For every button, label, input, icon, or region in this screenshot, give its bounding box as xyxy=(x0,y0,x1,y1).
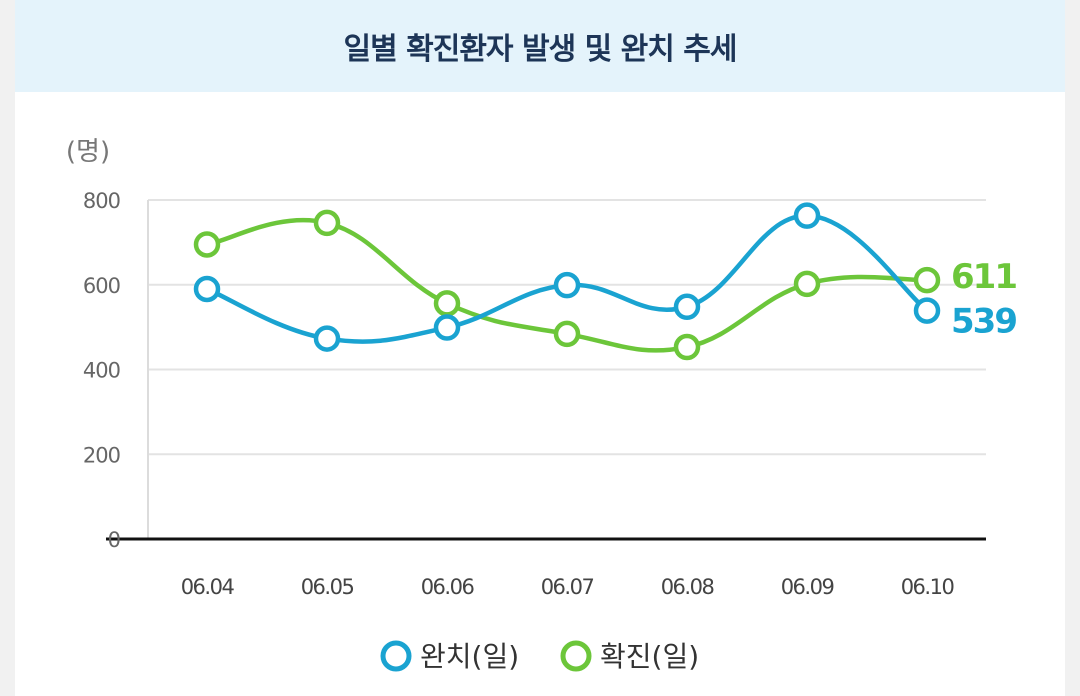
x-tick-label: 06.07 xyxy=(541,575,594,599)
data-point-recovered xyxy=(913,297,941,324)
grid-lines xyxy=(106,199,986,541)
y-tick-label: 800 xyxy=(83,189,120,213)
data-point-confirmed xyxy=(913,266,941,294)
legend-label-recovered: 완치(일) xyxy=(420,640,519,673)
y-tick-label: 600 xyxy=(83,274,120,298)
y-axis-ticks: (명) 0 200 400 600 800 xyxy=(66,137,121,552)
legend-marker-recovered xyxy=(380,640,412,672)
legend: 완치(일) 확진(일) xyxy=(380,640,699,673)
data-point-recovered xyxy=(553,271,581,299)
chart-header: 일별 확진환자 발생 및 완치 추세 xyxy=(15,0,1065,92)
legend-label-confirmed: 확진(일) xyxy=(600,640,699,673)
x-tick-label: 06.06 xyxy=(421,575,475,599)
x-tick-label: 06.09 xyxy=(781,575,834,599)
data-point-recovered xyxy=(793,202,821,229)
x-axis-ticks: 06.04 06.05 06.06 06.07 06.08 06.09 06.10 xyxy=(181,575,955,599)
data-point-confirmed xyxy=(673,333,701,361)
y-tick-label: 400 xyxy=(83,359,120,383)
x-tick-label: 06.10 xyxy=(901,575,954,599)
data-point-recovered xyxy=(433,314,461,341)
end-value-label-confirmed: 611 xyxy=(951,257,1016,297)
data-point-recovered xyxy=(313,325,341,352)
data-point-confirmed xyxy=(313,209,341,237)
chart-panel xyxy=(15,0,1065,696)
x-tick-label: 06.08 xyxy=(661,575,714,599)
x-tick-label: 06.05 xyxy=(301,575,354,599)
chart-title: 일별 확진환자 발생 및 완치 추세 xyxy=(343,32,737,67)
data-point-recovered xyxy=(673,293,701,321)
y-tick-label: 0 xyxy=(108,528,120,552)
data-point-confirmed xyxy=(433,290,461,317)
series-points xyxy=(193,202,941,361)
data-point-confirmed xyxy=(193,231,221,258)
legend-marker-confirmed xyxy=(560,640,592,672)
end-value-label-recovered: 539 xyxy=(951,302,1016,342)
y-axis-unit-label: (명) xyxy=(66,137,110,167)
data-point-confirmed xyxy=(793,270,821,298)
data-point-recovered xyxy=(193,275,221,303)
x-tick-label: 06.04 xyxy=(181,575,235,599)
data-point-confirmed xyxy=(553,320,581,348)
y-tick-label: 200 xyxy=(83,443,120,467)
